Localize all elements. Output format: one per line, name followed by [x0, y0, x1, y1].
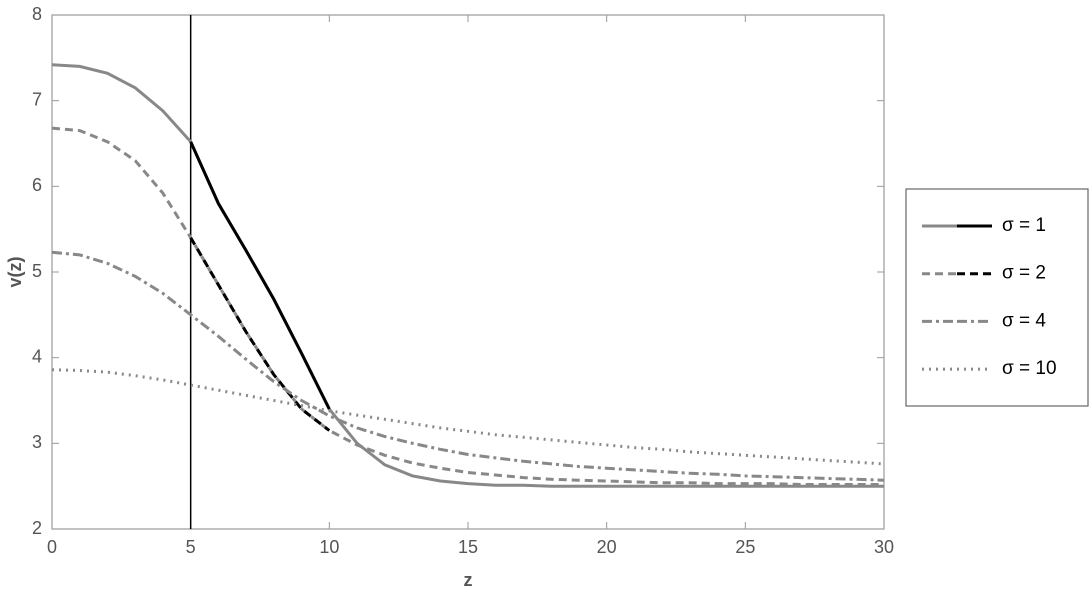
x-tick-label: 30 — [874, 537, 894, 557]
x-tick-label: 15 — [458, 537, 478, 557]
y-tick-label: 3 — [32, 432, 42, 452]
line-highlight — [189, 236, 331, 432]
y-tick-label: 7 — [32, 89, 42, 109]
legend-label: σ = 1 — [1002, 215, 1046, 236]
legend-label: σ = 2 — [1002, 263, 1046, 284]
y-tick-label: 6 — [32, 175, 42, 195]
line — [51, 63, 884, 488]
legend-label: σ = 4 — [1002, 310, 1046, 331]
x-tick-label: 10 — [319, 537, 339, 557]
line — [51, 368, 885, 466]
x-tick-label: 20 — [597, 537, 617, 557]
y-tick-label: 8 — [32, 4, 42, 24]
line-highlight — [189, 141, 331, 410]
x-axis-label: z — [464, 570, 473, 590]
plot-frame — [51, 14, 885, 530]
y-axis-label: v(z) — [5, 256, 25, 287]
y-tick-label: 5 — [32, 261, 42, 281]
x-tick-label: 0 — [47, 537, 57, 557]
x-tick-label: 25 — [735, 537, 755, 557]
line — [51, 250, 885, 482]
x-tick-label: 5 — [186, 537, 196, 557]
legend-label: σ = 10 — [1002, 358, 1057, 379]
y-tick-label: 2 — [32, 518, 42, 538]
y-tick-label: 4 — [32, 346, 42, 366]
legend-box — [905, 188, 1089, 407]
